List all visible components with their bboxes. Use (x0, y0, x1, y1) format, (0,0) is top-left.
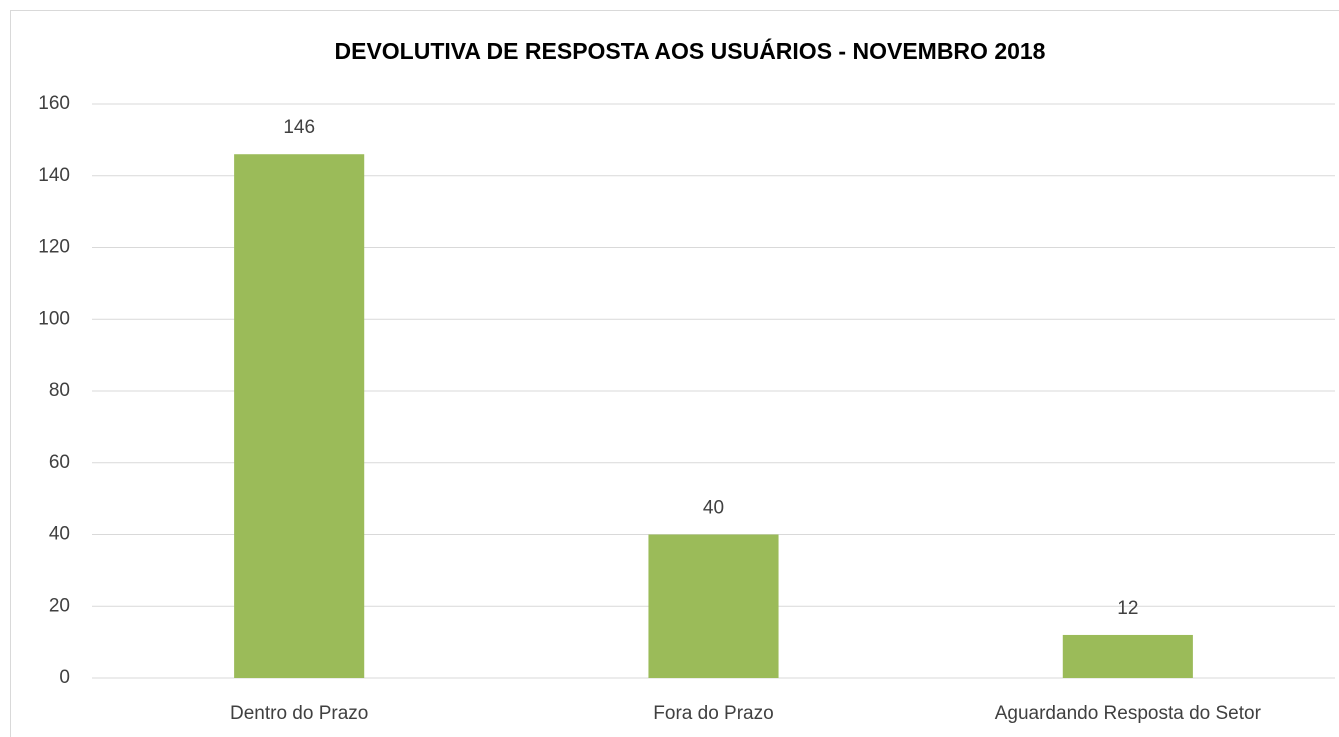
bar (648, 534, 779, 678)
bar (1062, 634, 1193, 678)
y-tick-label: 0 (59, 667, 70, 688)
y-tick-label: 40 (49, 524, 70, 545)
y-tick-label: 160 (38, 93, 70, 114)
y-tick-label: 140 (38, 165, 70, 186)
chart-title: DEVOLUTIVA DE RESPOSTA AOS USUÁRIOS - NO… (335, 37, 1046, 64)
y-tick-label: 60 (49, 452, 70, 473)
y-tick-label: 20 (49, 595, 70, 616)
data-label: 146 (283, 117, 315, 138)
y-tick-label: 80 (49, 380, 70, 401)
y-tick-label: 120 (38, 237, 70, 258)
x-tick-label: Fora do Prazo (653, 703, 773, 724)
bar (234, 154, 365, 679)
y-tick-label: 100 (38, 308, 70, 329)
data-label: 12 (1117, 598, 1138, 619)
x-tick-label: Aguardando Resposta do Setor (995, 703, 1262, 724)
x-tick-label: Dentro do Prazo (230, 703, 368, 724)
data-label: 40 (703, 498, 724, 519)
